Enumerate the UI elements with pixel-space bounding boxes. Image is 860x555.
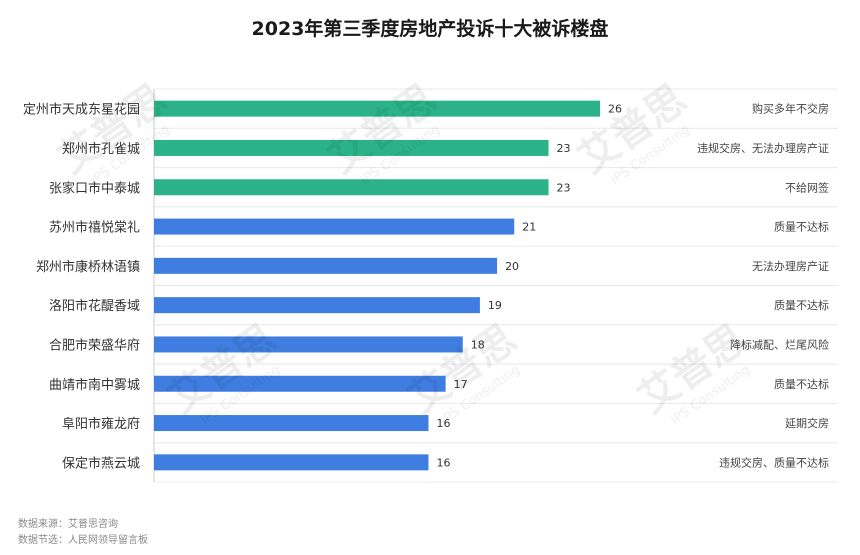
bar (154, 336, 463, 353)
complaint-reason-label: 不给网签 (785, 180, 829, 194)
complaint-reason-label: 违规交房、无法办理房产证 (697, 141, 829, 155)
value-label: 16 (436, 417, 450, 430)
category-label: 郑州市孔雀城 (62, 141, 140, 157)
complaint-reason-label: 延期交房 (785, 416, 829, 430)
complaint-reason-label: 质量不达标 (774, 377, 829, 391)
chart-title: 2023年第三季度房地产投诉十大被诉楼盘 (251, 18, 609, 40)
bar (154, 415, 429, 432)
complaint-reason-label: 无法办理房产证 (752, 259, 829, 273)
bar (154, 454, 429, 471)
bar (154, 375, 446, 392)
source-text: 数据来源：艾普思咨询 (18, 519, 118, 530)
category-label: 合肥市荣盛华府 (49, 337, 140, 353)
category-label: 苏州市禧悦棠礼 (49, 220, 140, 236)
complaint-reason-label: 质量不达标 (774, 298, 829, 312)
bar (154, 179, 549, 196)
bar (154, 139, 549, 156)
value-label: 21 (522, 221, 536, 234)
value-label: 26 (608, 103, 622, 116)
complaint-reason-label: 质量不达标 (774, 220, 829, 234)
value-label: 16 (436, 456, 450, 469)
bar (154, 297, 480, 314)
value-label: 19 (488, 299, 502, 312)
category-label: 张家口市中泰城 (49, 180, 140, 196)
category-label: 郑州市康桥林语镇 (36, 259, 140, 275)
value-label: 18 (471, 338, 485, 351)
complaint-reason-label: 购买多年不交房 (752, 102, 829, 116)
complaint-reason-label: 降标减配、烂尾风险 (730, 337, 829, 351)
value-label: 23 (557, 181, 571, 194)
category-label: 洛阳市花醍香域 (49, 298, 140, 314)
bar (154, 218, 515, 235)
category-label: 定州市天成东星花园 (23, 102, 140, 118)
category-label: 阜阳市雍龙府 (62, 416, 140, 432)
complaint-reason-label: 违规交房、质量不达标 (719, 455, 829, 469)
bars (154, 100, 600, 471)
category-label: 曲靖市南中雾城 (49, 377, 140, 393)
source-note: 数据节选：人民网领导留言板 (18, 535, 148, 546)
value-label: 20 (505, 260, 519, 273)
bar (154, 257, 498, 274)
bar (154, 100, 600, 117)
category-label: 保定市燕云城 (62, 455, 140, 471)
value-label: 23 (557, 142, 571, 155)
value-label: 17 (454, 378, 468, 391)
